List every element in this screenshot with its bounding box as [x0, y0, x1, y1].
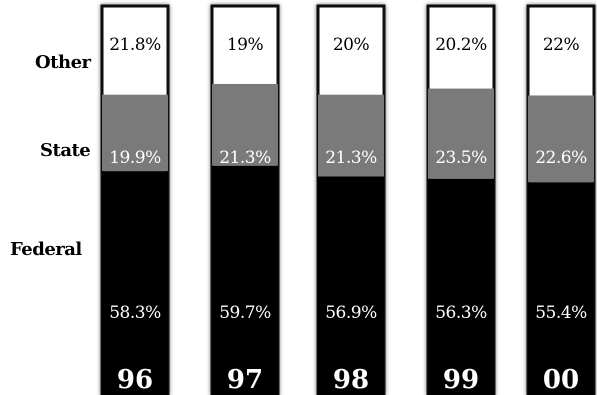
bar-segment-federal: [318, 176, 384, 395]
bar-segment-federal: [428, 178, 494, 395]
label-federal-value: 55.4%: [535, 303, 587, 323]
label-state-value: 22.6%: [535, 148, 587, 168]
row-label-state: State: [40, 140, 90, 161]
label-federal-value: 59.7%: [219, 303, 271, 323]
bar-96: 21.8% 19.9% 58.3% 96: [100, 4, 170, 395]
label-other-value: 22%: [543, 35, 580, 55]
label-state-value: 21.3%: [325, 148, 377, 168]
bar-segment-state: [102, 94, 168, 172]
label-state-value: 23.5%: [435, 148, 487, 168]
label-federal-value: 56.9%: [325, 303, 377, 323]
label-other-value: 21.8%: [109, 35, 161, 55]
bar-97: 19% 21.3% 59.7% 97: [210, 4, 280, 395]
category-label: 96: [117, 365, 153, 395]
bar-segment-federal: [528, 182, 594, 395]
label-state-value: 21.3%: [219, 148, 271, 168]
label-federal-value: 58.3%: [109, 303, 161, 323]
label-federal-value: 56.3%: [435, 303, 487, 323]
row-labels-layer: Other State Federal: [10, 52, 92, 260]
bar-98: 20% 21.3% 56.9% 98: [316, 4, 386, 395]
category-label: 00: [543, 365, 579, 395]
label-other-value: 20%: [333, 35, 370, 55]
bars-layer: 21.8% 19.9% 58.3% 96 19% 21.3% 59.7% 97 20% 21.3%…: [100, 4, 596, 395]
label-other-value: 19%: [227, 35, 264, 55]
bar-segment-federal: [212, 165, 278, 395]
category-label: 99: [443, 365, 479, 395]
label-other-value: 20.2%: [435, 35, 487, 55]
bar-segment-federal: [102, 171, 168, 395]
bar-segment-state: [428, 88, 494, 179]
row-label-other: Other: [35, 52, 92, 73]
bar-00: 22% 22.6% 55.4% 00: [526, 4, 596, 395]
category-label: 98: [333, 365, 369, 395]
bar-segment-state: [318, 94, 384, 177]
bar-segment-state: [212, 83, 278, 166]
bar-segment-state: [528, 95, 594, 183]
label-state-value: 19.9%: [109, 148, 161, 168]
row-label-federal: Federal: [10, 239, 82, 260]
bar-99: 20.2% 23.5% 56.3% 99: [426, 4, 496, 395]
category-label: 97: [227, 365, 263, 395]
